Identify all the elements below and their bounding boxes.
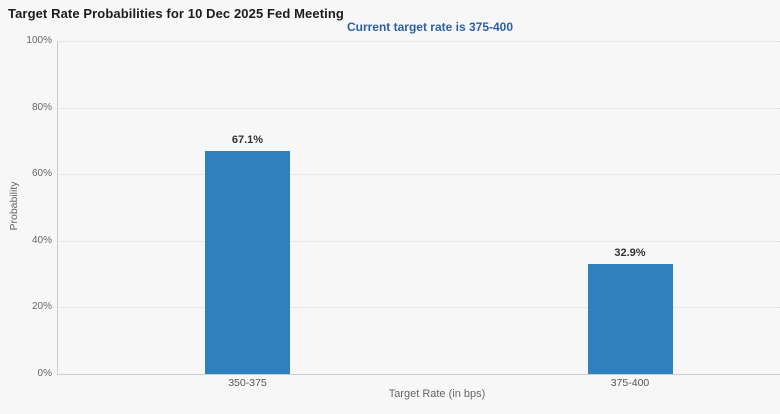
chart-subtitle: Current target rate is 375-400	[346, 20, 514, 34]
bar-value-label: 67.1%	[231, 133, 264, 146]
y-tick-label: 0%	[37, 368, 52, 379]
y-tick-label: 100%	[26, 35, 52, 46]
gridline-100	[57, 41, 780, 42]
y-tick-label: 80%	[31, 101, 52, 113]
chart-title: Target Rate Probabilities for 10 Dec 202…	[8, 6, 344, 21]
y-tick-label: 60%	[31, 168, 52, 180]
y-axis-title: Probability	[8, 181, 20, 231]
y-tick-label: 40%	[31, 234, 52, 246]
y-tick-label: 20%	[31, 301, 52, 313]
gridline-40	[57, 240, 780, 242]
x-category-label: 350-375	[228, 377, 267, 389]
gridline-80	[57, 107, 780, 109]
bar-375-400[interactable]	[587, 264, 673, 374]
gridline-0	[57, 374, 780, 375]
y-axis-line	[57, 41, 58, 374]
x-axis-title: Target Rate (in bps)	[388, 388, 486, 400]
gridline-20	[57, 307, 780, 309]
x-category-label: 375-400	[610, 377, 650, 389]
gridline-60	[57, 174, 780, 176]
bar-value-label: 32.9%	[614, 247, 646, 260]
bar-350-375[interactable]	[205, 150, 290, 374]
